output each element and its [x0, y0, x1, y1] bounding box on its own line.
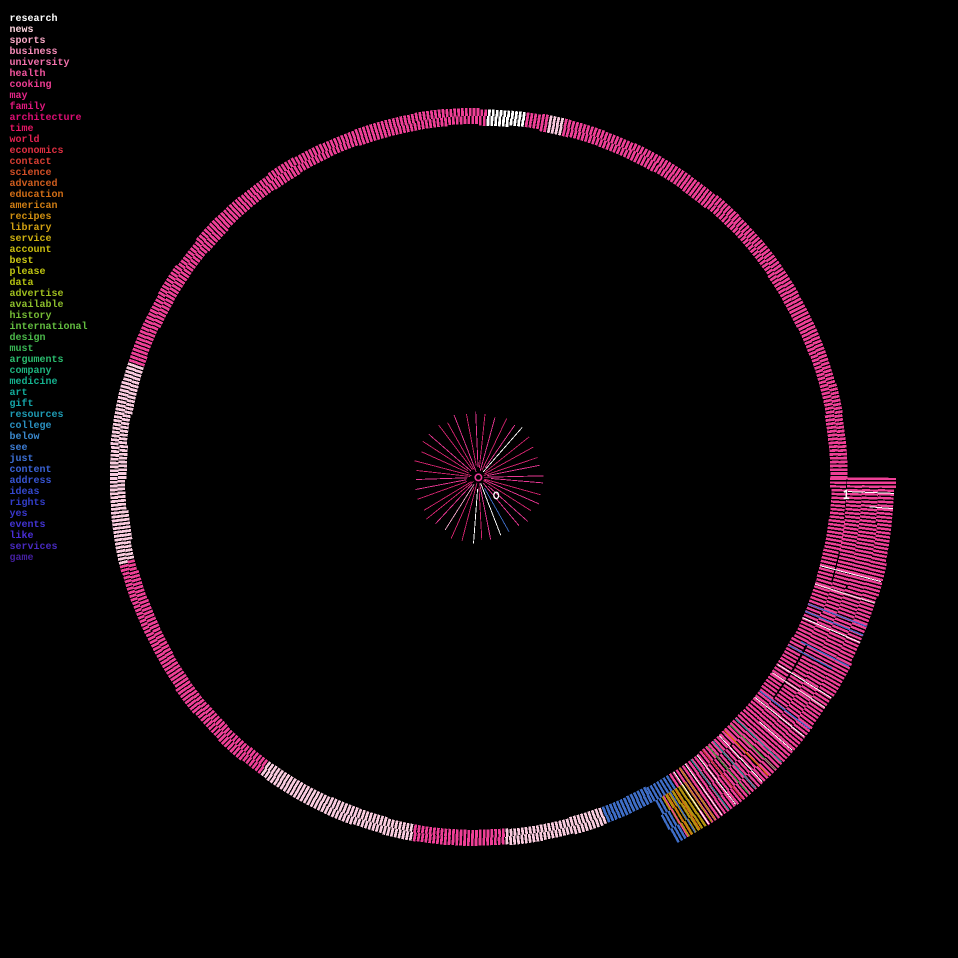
- svg-text:advertise: advertise: [10, 288, 64, 300]
- svg-text:news: news: [10, 25, 34, 36]
- svg-text:sports: sports: [10, 36, 46, 47]
- svg-text:game: game: [10, 553, 34, 564]
- svg-text:recipes: recipes: [10, 211, 52, 223]
- svg-text:data: data: [10, 277, 34, 289]
- svg-text:research: research: [10, 13, 58, 25]
- svg-text:arguments: arguments: [10, 355, 64, 366]
- svg-text:account: account: [10, 245, 52, 256]
- svg-text:content: content: [10, 465, 52, 476]
- svg-text:education: education: [10, 189, 64, 201]
- svg-text:ideas: ideas: [10, 486, 40, 498]
- svg-text:resources: resources: [10, 410, 64, 421]
- svg-text:design: design: [10, 332, 46, 344]
- svg-text:best: best: [10, 255, 34, 267]
- svg-text:family: family: [10, 101, 46, 113]
- svg-text:architecture: architecture: [10, 112, 82, 124]
- svg-text:history: history: [10, 310, 52, 322]
- svg-text:like: like: [10, 530, 34, 542]
- svg-text:medicine: medicine: [10, 376, 58, 388]
- svg-text:address: address: [10, 475, 52, 487]
- svg-text:advanced: advanced: [10, 178, 58, 190]
- svg-text:science: science: [10, 167, 52, 179]
- svg-text:health: health: [10, 68, 46, 80]
- svg-text:please: please: [10, 266, 46, 278]
- svg-text:university: university: [10, 57, 70, 69]
- svg-text:business: business: [10, 46, 58, 58]
- svg-text:just: just: [10, 453, 34, 465]
- svg-text:cooking: cooking: [10, 79, 52, 91]
- svg-text:available: available: [10, 299, 64, 311]
- svg-text:below: below: [10, 431, 40, 443]
- svg-text:services: services: [10, 541, 58, 553]
- svg-text:gift: gift: [10, 398, 34, 410]
- svg-text:international: international: [10, 321, 88, 333]
- svg-text:economics: economics: [10, 145, 64, 157]
- svg-text:time: time: [10, 123, 34, 135]
- svg-text:world: world: [10, 134, 40, 146]
- svg-text:company: company: [10, 366, 52, 377]
- svg-text:must: must: [10, 344, 34, 355]
- svg-text:american: american: [10, 200, 58, 212]
- svg-text:may: may: [10, 91, 28, 102]
- svg-text:college: college: [10, 420, 52, 432]
- svg-text:service: service: [10, 233, 52, 245]
- svg-text:rights: rights: [10, 497, 46, 509]
- svg-text:events: events: [10, 520, 46, 531]
- svg-text:yes: yes: [10, 509, 28, 520]
- svg-text:art: art: [10, 388, 28, 399]
- svg-text:library: library: [10, 222, 52, 234]
- svg-text:see: see: [10, 443, 28, 454]
- svg-text:contact: contact: [10, 157, 52, 168]
